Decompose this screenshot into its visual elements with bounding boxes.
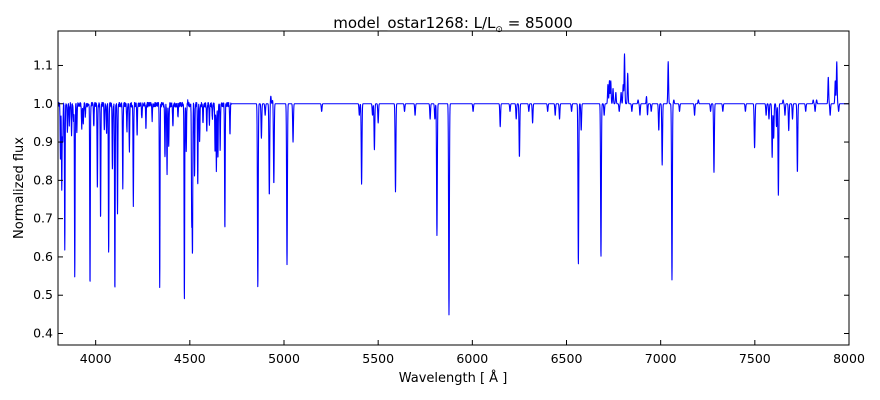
- x-tick-label: 5500: [362, 351, 394, 366]
- x-axis-label: Wavelength [ Å ]: [399, 370, 508, 386]
- chart-title: model_ostar1268: L/L⊙ = 85000: [333, 14, 573, 35]
- y-axis-label: Normalized flux: [12, 137, 27, 239]
- chart-title-value: = 85000: [503, 14, 573, 32]
- y-tick-label: 0.9: [33, 134, 53, 149]
- y-tick-label: 0.8: [33, 172, 53, 187]
- spectrum-line: [58, 53, 849, 316]
- y-tick-label: 0.4: [33, 326, 53, 341]
- x-tick-label: 6000: [456, 351, 488, 366]
- y-tick-label: 0.5: [33, 287, 53, 302]
- y-axis-ticks: 0.4 0.5 0.6 0.7 0.8 0.9 1.0 1.1: [33, 57, 849, 341]
- y-tick-label: 1.1: [33, 57, 53, 72]
- x-tick-label: 8000: [833, 351, 865, 366]
- plot-frame: [57, 30, 850, 346]
- y-tick-label: 0.7: [33, 211, 53, 226]
- x-tick-label: 5000: [268, 351, 300, 366]
- chart-title-main: model_ostar1268: L/L: [333, 14, 496, 33]
- y-tick-label: 1.0: [33, 96, 53, 111]
- x-axis-ticks: 4000 4500 5000 5500 6000 6500 7000 7500 8000: [80, 31, 865, 366]
- x-tick-label: 7000: [645, 351, 677, 366]
- x-tick-label: 4500: [174, 351, 206, 366]
- y-tick-label: 0.6: [33, 249, 53, 264]
- x-tick-label: 4000: [80, 351, 112, 366]
- chart-title-sun-symbol: ⊙: [495, 25, 503, 35]
- x-tick-label: 7500: [739, 351, 771, 366]
- x-tick-label: 6500: [551, 351, 583, 366]
